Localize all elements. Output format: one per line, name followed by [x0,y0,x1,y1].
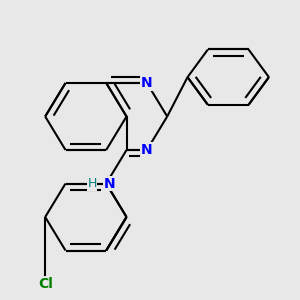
Text: N: N [141,143,153,157]
Text: N: N [141,76,153,90]
Text: N: N [103,176,115,190]
Text: Cl: Cl [38,277,52,291]
Text: H: H [87,177,97,190]
